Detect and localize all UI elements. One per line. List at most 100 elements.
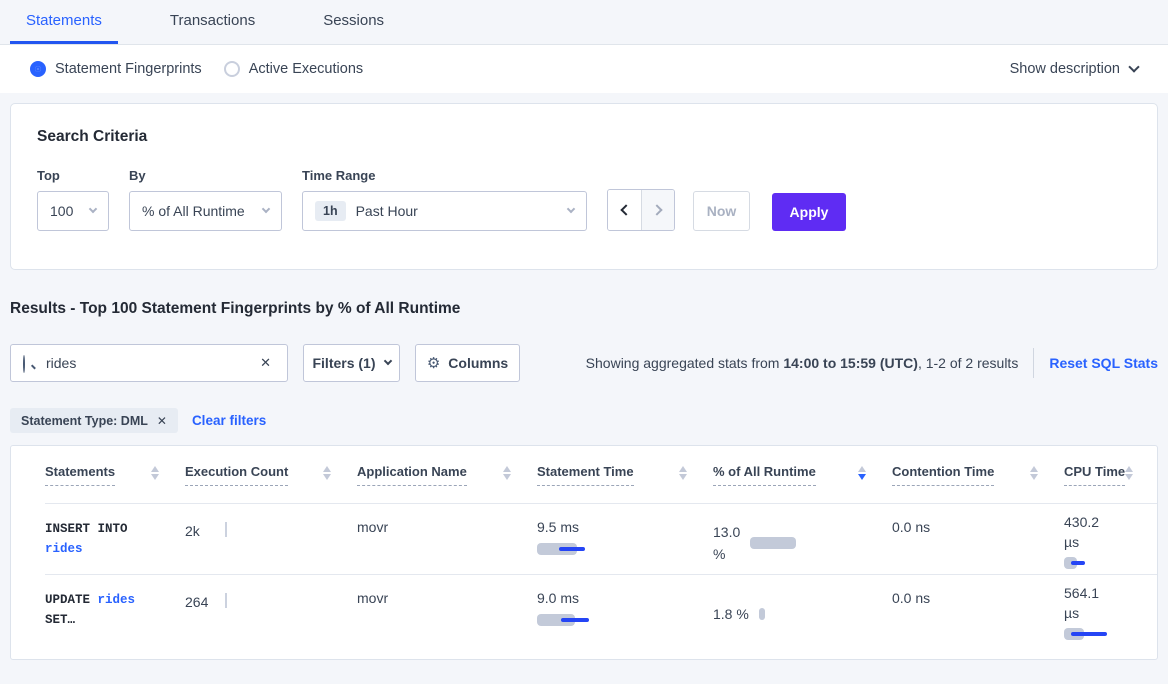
pct-runtime-bar: [750, 536, 797, 550]
time-pager: [607, 189, 675, 231]
execution-count-cell: 2k: [185, 504, 357, 574]
execution-count-bar: [225, 522, 227, 537]
columns-button-label: Columns: [448, 355, 509, 371]
clear-search-icon[interactable]: ✕: [260, 355, 271, 370]
column-header-label: % of All Runtime: [713, 464, 816, 486]
column-header-label: Contention Time: [892, 464, 995, 486]
cpu-time-value: µs: [1064, 605, 1080, 621]
bar-mean-segment: [537, 614, 575, 626]
columns-button[interactable]: ⚙ Columns: [415, 344, 520, 382]
statement-time-value: 9.0 ms: [537, 590, 580, 606]
table-row: INSERT INTO rides 2k movr 9.5 ms 13.0% 0.0 ns 4…: [45, 503, 1157, 574]
sort-icon[interactable]: [679, 465, 687, 480]
pct-runtime-cell: 13.0%: [713, 504, 892, 574]
sort-up-arrow: [858, 465, 866, 472]
chevron-right-icon: [650, 204, 663, 216]
chevron-down-icon: [383, 356, 392, 366]
top-select[interactable]: 100: [37, 191, 109, 231]
statement-time-cell: 9.0 ms: [537, 575, 713, 645]
search-input[interactable]: [46, 355, 257, 371]
sort-icon[interactable]: [323, 465, 331, 480]
sort-up-arrow: [1125, 465, 1134, 472]
previous-time-button[interactable]: [608, 190, 641, 230]
sort-up-arrow: [679, 465, 687, 472]
radio-selected-icon: [30, 61, 46, 77]
pct-runtime-bar: [758, 607, 765, 621]
reset-sql-stats-link[interactable]: Reset SQL Stats: [1049, 355, 1158, 371]
statement-link[interactable]: rides: [45, 542, 83, 556]
search-criteria-title: Search Criteria: [37, 128, 148, 145]
results-summary: Showing aggregated stats from 14:00 to 1…: [586, 348, 1158, 378]
column-header-execution-count[interactable]: Execution Count: [185, 464, 357, 486]
sort-down-arrow: [151, 473, 159, 480]
sort-down-arrow: [858, 473, 866, 480]
results-heading: Results - Top 100 Statement Fingerprints…: [10, 300, 461, 317]
clear-filters-link[interactable]: Clear filters: [191, 413, 267, 428]
by-select[interactable]: % of All Runtime: [129, 191, 282, 231]
time-range-select[interactable]: 1h Past Hour: [302, 191, 587, 231]
column-header-contention-time[interactable]: Contention Time: [892, 464, 1064, 486]
by-label: By: [129, 168, 146, 183]
bar-stddev-segment: [1071, 632, 1107, 636]
tab-statements[interactable]: Statements: [10, 0, 118, 44]
show-description-label: Show description: [1009, 61, 1120, 77]
sort-icon[interactable]: [1125, 465, 1134, 480]
sort-down-arrow: [503, 473, 511, 480]
statement-link[interactable]: rides: [97, 593, 136, 607]
radio-active-executions[interactable]: Active Executions: [223, 61, 363, 77]
chevron-down-icon: [261, 204, 271, 214]
results-toolbar: ✕ Filters (1) ⚙ Columns Showing aggregat…: [10, 344, 1158, 382]
filters-button[interactable]: Filters (1): [303, 344, 400, 382]
statement-text: INSERT INTO: [45, 522, 128, 536]
execution-count-cell: 264: [185, 575, 357, 645]
column-header-application-name[interactable]: Application Name: [357, 464, 537, 486]
next-time-button[interactable]: [641, 190, 674, 230]
top-value: 100: [50, 203, 74, 219]
cpu-time-value: µs: [1064, 534, 1080, 550]
contention-time-cell: 0.0 ns: [892, 519, 931, 535]
sort-icon[interactable]: [1030, 465, 1038, 480]
sort-icon[interactable]: [503, 465, 511, 480]
sort-up-arrow: [1030, 465, 1038, 472]
column-header-statements[interactable]: Statements: [45, 464, 185, 486]
divider: [1033, 348, 1035, 378]
radio-statement-fingerprints[interactable]: Statement Fingerprints: [30, 61, 202, 77]
filter-chip-statement-type[interactable]: Statement Type: DML ✕: [10, 408, 178, 433]
sort-icon[interactable]: [151, 465, 159, 480]
time-range-field: Time Range 1h Past Hour: [302, 168, 587, 231]
bar-stddev-segment: [561, 618, 589, 622]
by-value: % of All Runtime: [142, 203, 245, 219]
tab-sessions[interactable]: Sessions: [323, 12, 385, 29]
statements-table-body: INSERT INTO rides 2k movr 9.5 ms 13.0% 0.0 ns 4…: [45, 503, 1157, 645]
execution-count-value: 264: [185, 594, 209, 610]
statements-table: Statements Execution Count Application Nam…: [10, 445, 1158, 660]
bar-stddev-segment: [1071, 561, 1085, 565]
statement-time-cell: 9.5 ms: [537, 504, 713, 574]
cpu-time-cell: 564.1 µs: [1064, 575, 1157, 645]
chevron-down-icon: [566, 204, 576, 214]
cpu-time-value: 564.1: [1064, 585, 1100, 601]
execution-count-bar: [225, 593, 227, 608]
now-button[interactable]: Now: [693, 191, 750, 231]
sort-icon[interactable]: [858, 465, 866, 480]
bar-mean-segment: [1064, 557, 1077, 569]
bar-stddev-segment: [559, 547, 585, 551]
column-header-of-all-runtime[interactable]: % of All Runtime: [713, 464, 892, 486]
apply-button[interactable]: Apply: [772, 193, 846, 231]
statement-line: rides: [45, 539, 165, 559]
by-field: By % of All Runtime: [129, 168, 282, 231]
column-header-statement-time[interactable]: Statement Time: [537, 464, 713, 486]
bar-mean-segment: [758, 608, 765, 620]
search-criteria-panel: Search Criteria Top 100 By % of All Runt…: [10, 103, 1158, 270]
top-field: Top 100: [37, 168, 109, 231]
show-description-toggle[interactable]: Show description: [1009, 61, 1140, 77]
filters-button-label: Filters (1): [312, 355, 376, 371]
sort-up-arrow: [323, 465, 331, 472]
contention-time-cell: 0.0 ns: [892, 590, 931, 606]
pct-runtime-value: 1.8 %: [713, 606, 749, 622]
application-name-cell: movr: [357, 590, 389, 606]
remove-filter-icon[interactable]: ✕: [156, 413, 167, 428]
tab-transactions[interactable]: Transactions: [169, 12, 256, 29]
column-header-cpu-time[interactable]: CPU Time: [1064, 464, 1157, 486]
sort-up-arrow: [503, 465, 511, 472]
